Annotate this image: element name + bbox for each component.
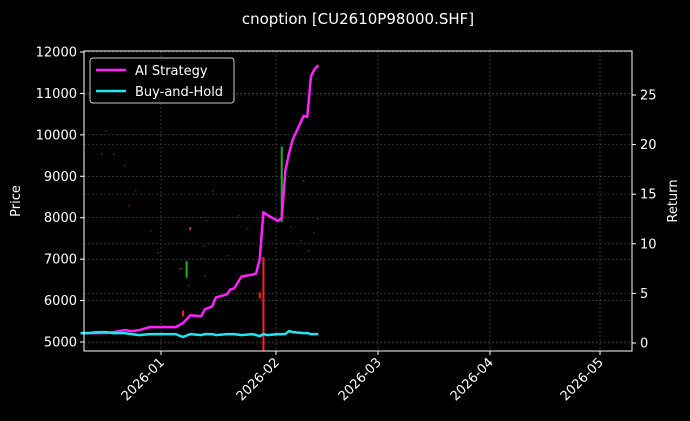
y-right-tick-label: 10: [640, 237, 657, 252]
candle-dot: [308, 250, 310, 252]
candle-dot: [201, 258, 203, 260]
candle: [258, 292, 261, 299]
y-tick-label: 7000: [44, 253, 77, 268]
candle-dot: [150, 230, 152, 232]
series-line-ai-strategy: [80, 64, 320, 335]
candle-dot: [238, 215, 240, 217]
y-tick-label: 11000: [36, 87, 77, 102]
candle-dot: [124, 165, 126, 167]
plot-area-frame: [83, 50, 633, 352]
legend-label-buy-and-hold: Buy-and-Hold: [135, 85, 223, 100]
candle: [189, 227, 192, 231]
right-y-axis-label: Return: [666, 179, 681, 222]
chart-title: cnoption [CU2610P98000.SHF]: [242, 10, 474, 28]
candle-dot: [313, 232, 315, 234]
candle: [280, 146, 283, 222]
y-tick-label: 8000: [44, 211, 77, 226]
grid-lines: [84, 51, 632, 351]
y-right-tick-label: 15: [640, 188, 657, 203]
candle-dot: [300, 240, 302, 242]
series-lines: [80, 64, 320, 339]
candle-dot: [101, 153, 103, 155]
candle: [185, 261, 188, 278]
y-right-tick-label: 20: [640, 138, 657, 153]
candle-dot: [212, 190, 214, 192]
legend: AI Strategy Buy-and-Hold: [89, 57, 235, 104]
candle: [181, 310, 184, 317]
candle-dot: [303, 180, 305, 182]
candle-dot: [105, 130, 107, 132]
right-y-axis: 0 5 10 15 20 25: [632, 89, 657, 352]
candle-dot: [188, 285, 190, 287]
candle: [262, 257, 265, 351]
candle-dot: [227, 255, 229, 257]
y-right-tick-label: 0: [640, 337, 648, 352]
candle-dot: [113, 153, 115, 155]
y-tick-label: 6000: [44, 294, 77, 309]
candle-dot: [204, 275, 206, 277]
series-line-buy-and-hold: [80, 329, 319, 339]
left-y-axis-label: Price: [9, 185, 24, 217]
candle-dot: [203, 245, 205, 247]
price-candles: [101, 130, 319, 351]
y-tick-label: 9000: [44, 170, 77, 185]
candle-dot: [179, 268, 181, 270]
y-tick-label: 10000: [36, 128, 77, 143]
y-tick-label: 5000: [44, 336, 77, 351]
candle-dot: [290, 226, 292, 228]
y-right-tick-label: 25: [640, 89, 657, 104]
candle-dot: [247, 228, 249, 230]
candle-dot: [157, 252, 159, 254]
legend-label-ai-strategy: AI Strategy: [135, 64, 208, 79]
y-tick-label: 12000: [36, 46, 77, 61]
y-right-tick-label: 5: [640, 287, 648, 302]
candle-dot: [135, 190, 137, 192]
candle-dot: [317, 218, 319, 220]
candle-dot: [206, 220, 208, 222]
candle-dot: [128, 205, 130, 207]
candle-dot: [181, 268, 183, 270]
left-y-axis: 5000 6000 7000 8000 9000 10000 11000 12000: [36, 46, 84, 351]
